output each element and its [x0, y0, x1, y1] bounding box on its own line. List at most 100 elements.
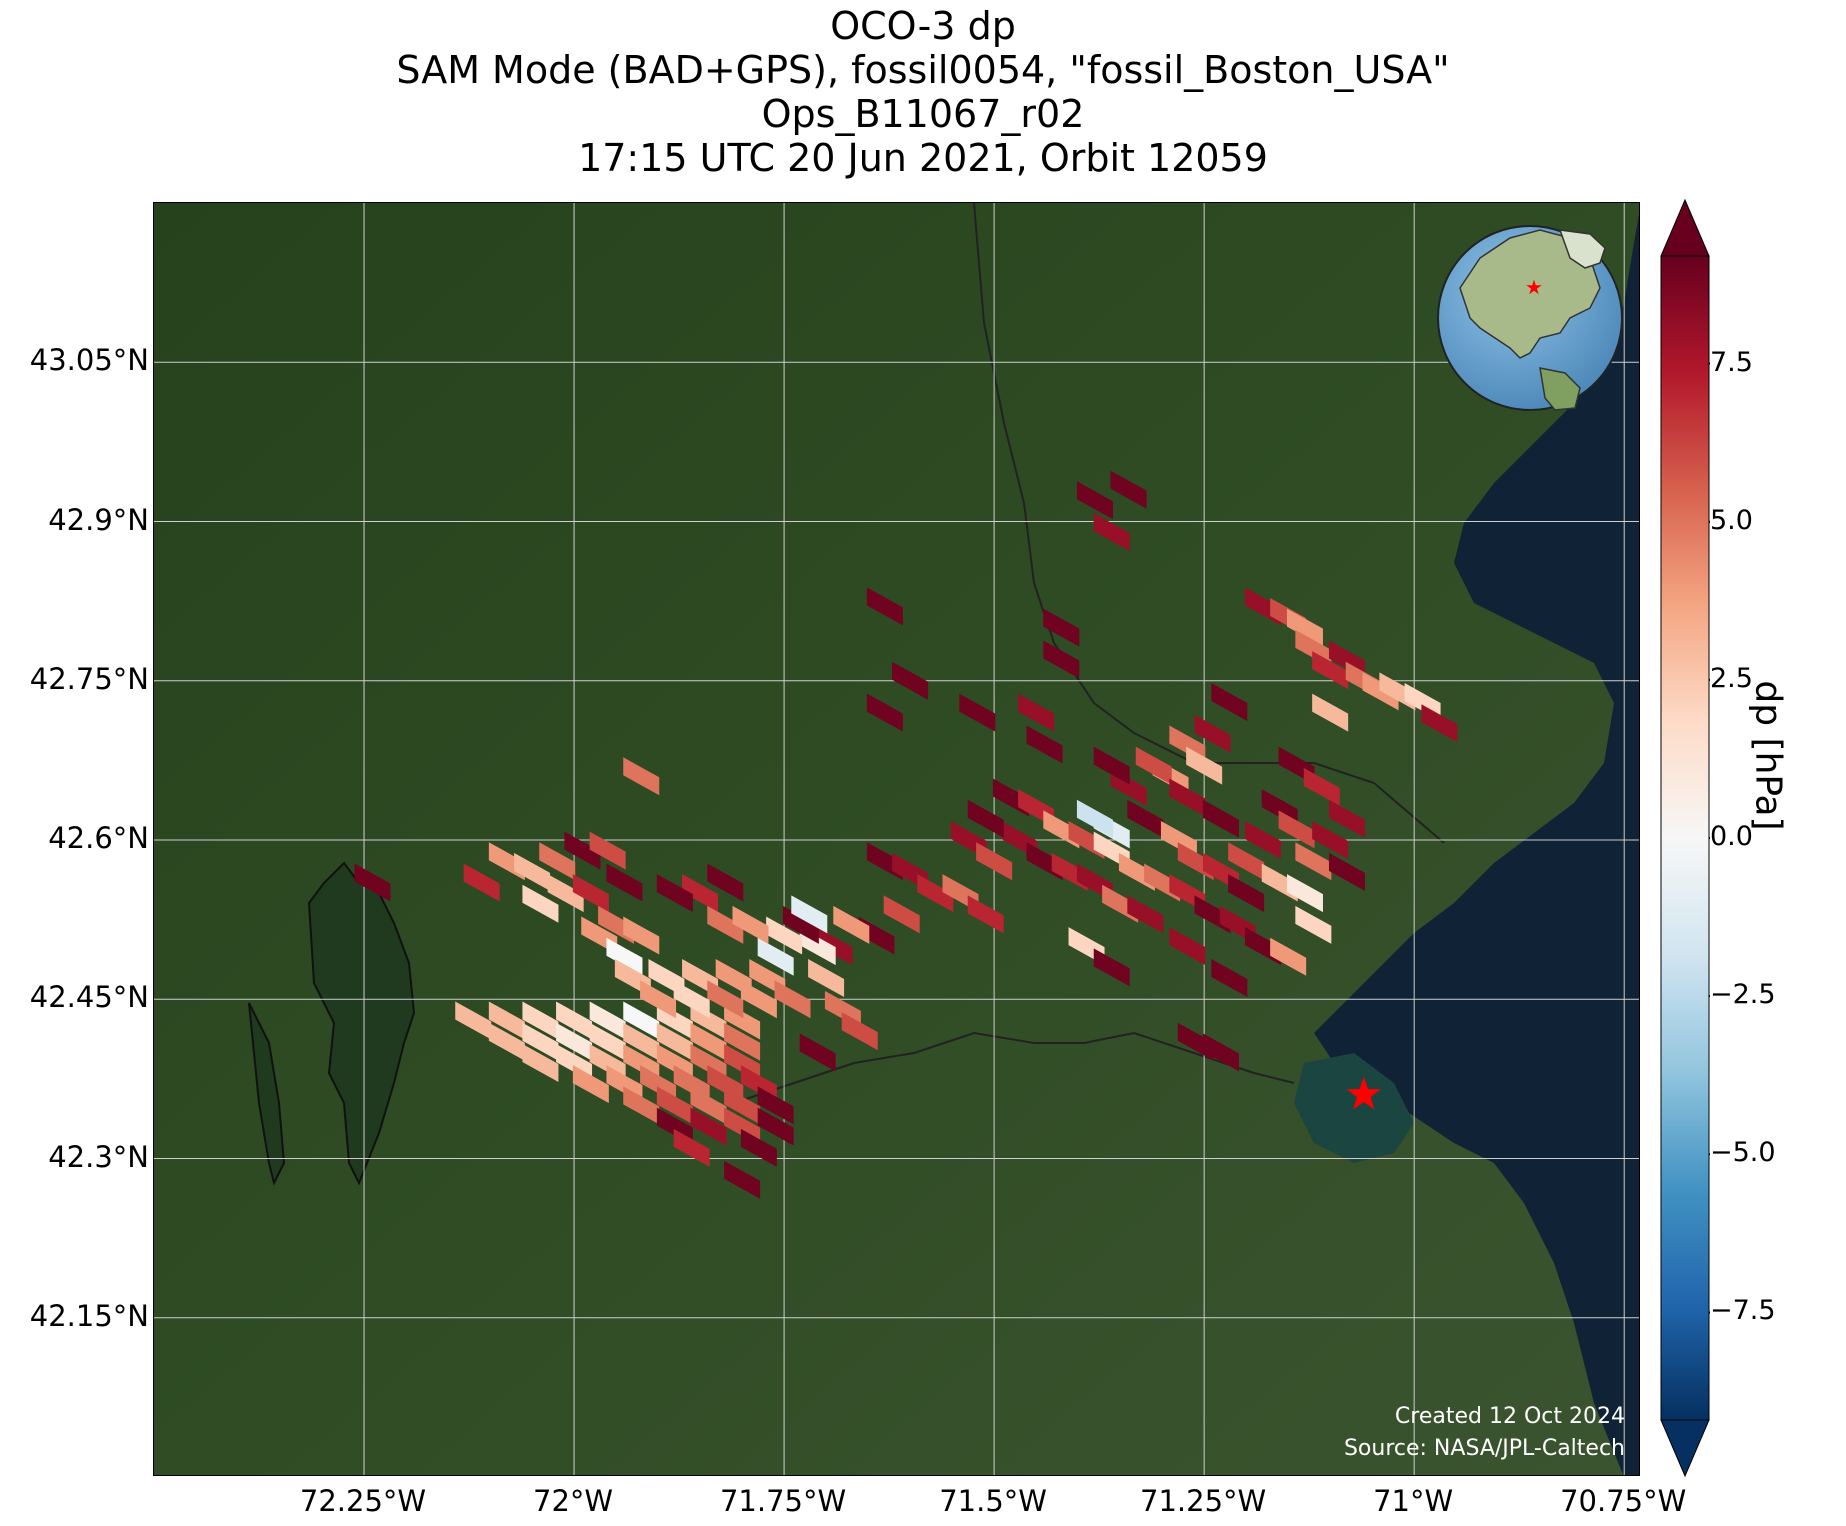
sounding-footprint: [463, 863, 500, 902]
sounding-footprint: [967, 799, 1004, 838]
sounding-footprint: [740, 980, 777, 1019]
sounding-footprint: [690, 1086, 727, 1125]
sounding-footprint: [1211, 682, 1248, 721]
sounding-footprint: [572, 874, 609, 913]
sounding-footprint: [656, 1086, 693, 1125]
colorbar-tick-label: 0.0: [1710, 821, 1753, 852]
sounding-footprint: [606, 937, 643, 976]
title-line-2: SAM Mode (BAD+GPS), fossil0054, "fossil_…: [396, 48, 1450, 92]
sounding-footprint: [589, 1001, 626, 1040]
sounding-footprint: [1312, 651, 1349, 690]
sounding-footprint: [707, 980, 744, 1019]
sounding-footprint: [556, 1001, 593, 1040]
lon-tick-label: 72.25°W: [299, 1484, 427, 1518]
target-marker: [1346, 1076, 1381, 1110]
soundings-layer: [354, 470, 1458, 1199]
sounding-footprint: [757, 937, 794, 976]
sounding-footprint: [782, 905, 819, 944]
colorbar-extend-min: [1660, 1419, 1710, 1478]
sounding-footprint: [623, 757, 660, 796]
lon-tick-label: 71.25°W: [1140, 1484, 1267, 1518]
sounding-footprint: [623, 916, 660, 955]
sounding-footprint: [833, 905, 870, 944]
sounding-footprint: [682, 874, 719, 913]
south-america-shape: [1539, 367, 1581, 411]
sounding-footprint: [1169, 927, 1206, 966]
title-line-1: OCO-3 dp: [830, 4, 1016, 48]
sounding-footprint: [656, 1022, 693, 1061]
sounding-footprint: [1228, 842, 1265, 881]
sounding-footprint: [623, 1001, 660, 1040]
colorbar-tick-label: 2.5: [1710, 662, 1753, 694]
lon-tick-label: 70.75°W: [1560, 1484, 1687, 1518]
sounding-footprint: [1135, 746, 1172, 785]
lon-tick-label: 72°W: [533, 1484, 614, 1518]
lat-tick-label: 42.9°N: [48, 502, 149, 537]
sounding-footprint: [1194, 714, 1231, 753]
colorbar-label: dp [hPa]: [1747, 680, 1789, 831]
sounding-footprint: [1018, 693, 1055, 732]
inset-globe: [1437, 225, 1623, 411]
lat-tick-label: 42.3°N: [48, 1139, 149, 1174]
sounding-footprint: [1328, 852, 1365, 891]
sounding-footprint: [757, 1107, 794, 1146]
gridlines: [154, 203, 1639, 1475]
colorbar-tick-label: 5.0: [1710, 504, 1753, 536]
sounding-footprint: [673, 980, 710, 1019]
lat-tick-label: 42.6°N: [48, 821, 149, 855]
sounding-footprint: [724, 1022, 761, 1061]
sounding-footprint: [1295, 905, 1332, 944]
sounding-footprint: [740, 1128, 777, 1167]
sounding-footprint: [1270, 937, 1307, 976]
sounding-footprint: [724, 1160, 761, 1199]
target-star-icon: [1346, 1076, 1381, 1110]
sounding-footprint: [556, 1022, 593, 1061]
title-line-4: 17:15 UTC 20 Jun 2021, Orbit 12059: [578, 136, 1268, 180]
sounding-footprint: [1228, 874, 1265, 913]
sounding-footprint: [1202, 1033, 1239, 1072]
sounding-footprint: [1328, 799, 1365, 838]
sounding-footprint: [892, 661, 929, 700]
sounding-footprint: [1286, 874, 1323, 913]
sounding-footprint: [1211, 959, 1248, 998]
lon-tick-label: 71.5°W: [939, 1484, 1047, 1518]
sounding-footprint: [522, 1001, 559, 1040]
sounding-footprint: [572, 1065, 609, 1104]
sounding-footprint: [774, 980, 811, 1019]
western-lake: [248, 1002, 286, 1186]
colorbar-tick-label: −2.5: [1710, 979, 1776, 1011]
sounding-footprint: [606, 863, 643, 902]
lat-tick-label: 42.45°N: [29, 980, 149, 1015]
sounding-footprint: [1186, 746, 1223, 785]
sounding-footprint: [1244, 821, 1281, 859]
lat-tick-label: 42.15°N: [29, 1298, 149, 1333]
north-america-shape: [1459, 229, 1601, 359]
sounding-footprint: [522, 1043, 559, 1082]
sounding-footprint: [808, 959, 845, 998]
lat-tick-label: 43.05°N: [29, 343, 149, 378]
sounding-footprint: [522, 884, 559, 923]
sounding-footprint: [791, 895, 828, 934]
credit-source: Source: NASA/JPL-Caltech: [1343, 1436, 1625, 1461]
sounding-footprint: [1421, 704, 1458, 743]
merrimack-river: [973, 203, 1445, 844]
sounding-footprint: [707, 863, 744, 902]
sounding-footprint: [976, 842, 1013, 881]
sounding-footprint: [1026, 725, 1063, 764]
colorbar-extend-max: [1660, 198, 1710, 257]
sounding-footprint: [1312, 821, 1349, 859]
sounding-footprint: [1286, 608, 1323, 647]
sounding-footprint: [883, 895, 920, 934]
sounding-footprint: [656, 874, 693, 913]
sounding-footprint: [522, 1022, 559, 1061]
sounding-footprint: [1312, 693, 1349, 732]
sounding-footprint: [1043, 640, 1080, 679]
figure-title: OCO-3 dp SAM Mode (BAD+GPS), fossil0054,…: [0, 4, 1846, 180]
sounding-footprint: [1076, 481, 1113, 520]
map-panel: Created 12 Oct 2024 Source: NASA/JPL-Cal…: [153, 202, 1640, 1476]
land-background: [154, 203, 1639, 1475]
sounding-footprint: [1093, 513, 1130, 552]
colorbar-tick-label: −5.0: [1710, 1137, 1776, 1169]
greenland-shape: [1558, 229, 1606, 269]
sounding-footprint: [623, 1086, 660, 1125]
